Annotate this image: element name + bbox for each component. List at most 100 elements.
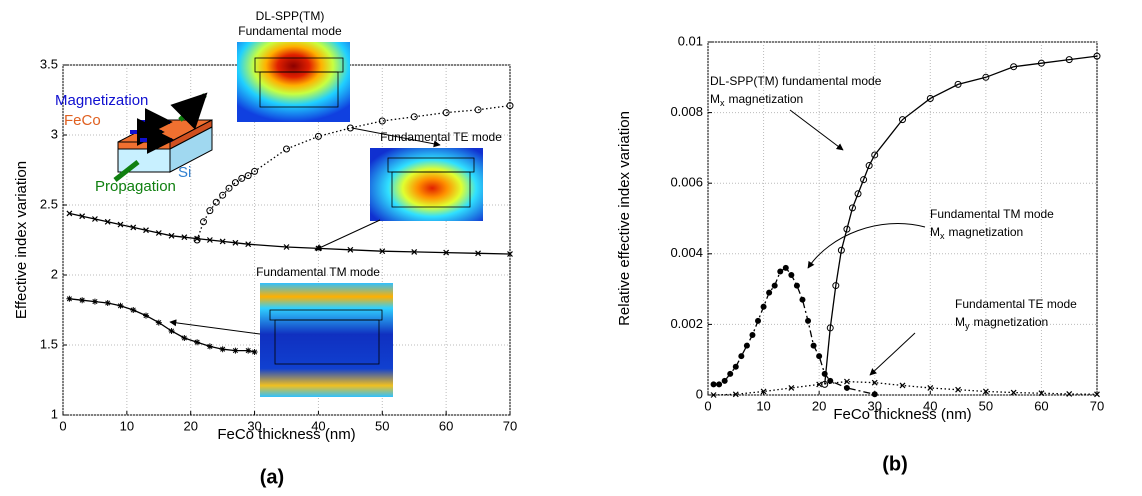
marker	[347, 246, 354, 253]
marker	[507, 251, 513, 257]
marker	[710, 381, 717, 388]
marker	[219, 346, 226, 353]
marker	[1038, 390, 1045, 397]
marker	[130, 307, 137, 313]
marker	[206, 207, 214, 215]
mode-outline	[391, 171, 471, 208]
x-tick-label: 70	[1090, 398, 1104, 413]
annotation: Propagation	[95, 178, 176, 195]
marker	[251, 349, 258, 355]
marker	[1037, 59, 1045, 67]
annotation: Mx magnetization	[930, 225, 1023, 241]
y-tick-label: 0	[696, 386, 703, 401]
marker	[181, 234, 188, 241]
marker	[816, 353, 823, 360]
marker	[982, 73, 990, 81]
x-tick-label: 10	[120, 418, 134, 433]
marker	[854, 190, 862, 198]
marker	[899, 116, 906, 124]
marker	[245, 347, 252, 354]
marker	[168, 232, 175, 239]
marker	[732, 391, 739, 398]
arrow	[807, 223, 926, 269]
x-tick-label: 10	[756, 398, 770, 413]
plot: 0 10 20 30 40 50 60 70 0 0.002 0.004 0.006 0.008 0.01…	[616, 33, 1104, 475]
marker	[212, 198, 220, 206]
panel-label: (b)	[882, 453, 908, 475]
mode-image	[260, 283, 393, 397]
marker	[79, 213, 86, 220]
series-line	[713, 380, 1098, 396]
mode-image	[237, 42, 350, 122]
marker	[66, 295, 73, 302]
marker	[865, 162, 873, 170]
plot-area	[707, 41, 1098, 396]
marker	[777, 268, 784, 275]
marker	[860, 176, 868, 184]
marker	[821, 370, 828, 377]
marker	[710, 392, 717, 398]
marker	[443, 249, 450, 256]
x-tick-label: 0	[59, 418, 66, 433]
annotation: DL-SPP(TM) fundamental mode	[710, 74, 882, 88]
y-tick-label: 1.5	[40, 336, 58, 351]
marker	[743, 342, 750, 349]
marker	[232, 239, 239, 246]
x-tick-label: 50	[979, 398, 993, 413]
inset: Magnetization FeCo Si Propagation	[55, 92, 213, 195]
arrow	[869, 332, 916, 376]
marker	[871, 151, 879, 159]
marker	[117, 221, 124, 228]
y-tick-label: 0.004	[670, 245, 703, 260]
marker	[1094, 391, 1100, 398]
marker	[826, 324, 834, 332]
marker	[816, 381, 823, 388]
marker	[379, 248, 386, 255]
marker	[1010, 63, 1018, 71]
marker	[238, 174, 246, 182]
marker	[92, 216, 98, 222]
marker	[738, 353, 745, 360]
y-tick-label: 3	[51, 126, 58, 141]
arrow	[351, 127, 441, 148]
x-tick-label: 0	[704, 398, 711, 413]
marker	[474, 106, 482, 114]
marker	[104, 218, 111, 225]
annotation: Si	[178, 164, 191, 181]
annotation: Mx magnetization	[710, 92, 803, 108]
x-tick-label: 60	[439, 418, 453, 433]
x-tick-label: 20	[183, 418, 197, 433]
y-tick-label: 0.008	[670, 104, 703, 119]
marker	[727, 370, 734, 377]
marker	[442, 109, 450, 117]
marker	[66, 210, 73, 217]
marker	[194, 339, 201, 346]
y-tick-label: 1	[51, 406, 58, 421]
y-axis-label: Effective index variation	[13, 161, 30, 319]
arrow	[169, 319, 261, 335]
marker	[721, 377, 728, 384]
marker	[378, 117, 386, 125]
marker	[788, 385, 795, 391]
marker	[871, 379, 878, 386]
marker	[955, 386, 961, 393]
marker	[143, 227, 149, 234]
marker	[219, 191, 227, 199]
marker	[410, 113, 418, 121]
marker	[155, 319, 162, 326]
y-tick-label: 0.002	[670, 316, 703, 331]
marker	[283, 145, 290, 153]
marker	[982, 388, 989, 395]
marker	[832, 282, 840, 290]
annotation: Fundamental mode	[238, 24, 342, 38]
marker	[760, 388, 767, 395]
marker	[193, 236, 201, 244]
annotation: My magnetization	[955, 315, 1048, 331]
y-axis-label: Relative effective index variation	[616, 111, 633, 326]
feco-layer	[117, 141, 171, 150]
marker	[1066, 391, 1073, 397]
marker	[771, 282, 778, 289]
marker	[130, 224, 137, 231]
marker	[871, 391, 878, 398]
marker	[181, 335, 188, 341]
